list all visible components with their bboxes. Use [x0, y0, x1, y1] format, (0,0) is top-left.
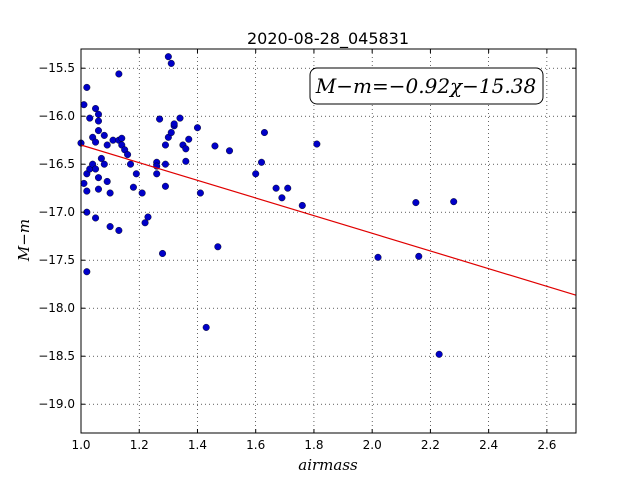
- data-point: [161, 182, 169, 190]
- data-point: [196, 189, 204, 197]
- data-point: [94, 127, 102, 135]
- data-point: [94, 110, 102, 118]
- data-point: [86, 114, 94, 122]
- x-axis-label: airmass: [298, 456, 358, 474]
- data-point: [118, 134, 126, 142]
- data-point: [126, 160, 134, 168]
- data-point: [435, 350, 443, 358]
- annotation-box: [309, 67, 544, 105]
- plot-area: 1.0 1.2 1.4 1.6 1.8 2.0 2.2 2.4 2.6 −15.5 −16.0 −16…: [38, 48, 577, 452]
- x-tick-label: 1.2: [130, 438, 149, 452]
- data-point: [412, 199, 420, 207]
- data-point: [94, 185, 102, 193]
- data-point: [415, 252, 423, 260]
- y-tick-label: −16.0: [38, 109, 75, 123]
- x-tick-label: 1.4: [188, 438, 207, 452]
- y-tick-label: −16.5: [38, 157, 75, 171]
- data-point: [176, 114, 184, 122]
- data-point: [167, 59, 175, 67]
- data-point: [92, 214, 100, 222]
- data-point: [202, 323, 210, 331]
- data-point: [260, 129, 268, 137]
- data-point: [132, 170, 140, 178]
- x-tick-label: 2.4: [479, 438, 498, 452]
- data-point: [193, 124, 201, 132]
- data-point: [103, 177, 111, 185]
- fit-line: [80, 144, 577, 296]
- axes-frame: [80, 48, 577, 434]
- annotation-text: M−m=−0.92χ−15.38: [315, 74, 536, 98]
- data-point: [167, 129, 175, 137]
- y-tick-label: −18.5: [38, 349, 75, 363]
- data-point: [144, 213, 152, 221]
- data-point: [83, 268, 91, 276]
- y-tick-label: −19.0: [38, 397, 75, 411]
- data-point: [182, 145, 190, 153]
- x-tick-label: 1.8: [304, 438, 323, 452]
- data-point: [92, 105, 100, 113]
- data-point: [97, 154, 105, 162]
- x-tick-label: 1.6: [246, 438, 265, 452]
- data-point: [80, 101, 88, 109]
- data-point: [214, 243, 222, 251]
- data-point: [106, 223, 114, 231]
- data-point: [161, 160, 169, 168]
- data-point: [92, 165, 100, 173]
- y-tick-label: −18.0: [38, 301, 75, 315]
- data-point: [182, 157, 190, 165]
- data-point: [115, 226, 123, 234]
- data-point: [141, 219, 149, 227]
- x-tick-label: 2.0: [363, 438, 382, 452]
- data-point: [164, 53, 172, 61]
- data-point: [92, 138, 100, 146]
- data-point: [83, 83, 91, 91]
- data-point: [94, 174, 102, 182]
- data-point: [156, 115, 164, 123]
- data-point: [153, 170, 161, 178]
- data-point: [129, 183, 137, 191]
- data-point: [80, 179, 88, 187]
- data-point: [170, 120, 178, 128]
- data-point: [100, 160, 108, 168]
- data-point: [185, 135, 193, 143]
- y-tick-label: −17.0: [38, 205, 75, 219]
- x-tick-label: 2.6: [537, 438, 556, 452]
- y-axis-label: M−m: [15, 219, 33, 262]
- data-point: [100, 131, 108, 139]
- equation-annotation: M−m=−0.92χ−15.38: [309, 67, 544, 105]
- data-point: [272, 184, 280, 192]
- data-point: [258, 158, 266, 166]
- data-point: [124, 151, 132, 159]
- chart-title: 2020-08-28_045831: [247, 29, 409, 49]
- data-point: [313, 140, 321, 148]
- data-point: [211, 142, 219, 150]
- data-point: [252, 170, 260, 178]
- data-point: [298, 201, 306, 209]
- data-point: [138, 189, 146, 197]
- x-tick-label: 1.0: [71, 438, 90, 452]
- data-point: [374, 253, 382, 261]
- data-point: [106, 189, 114, 197]
- y-tick-label: −17.5: [38, 253, 75, 267]
- y-tick-label: −15.5: [38, 61, 75, 75]
- data-point: [83, 187, 91, 195]
- data-point: [115, 70, 123, 78]
- data-point: [284, 184, 292, 192]
- data-point: [225, 147, 233, 155]
- data-point: [159, 249, 167, 257]
- x-tick-label: 2.2: [421, 438, 440, 452]
- data-point: [94, 117, 102, 125]
- data-point: [278, 194, 286, 202]
- data-point: [109, 136, 117, 144]
- data-point: [450, 198, 458, 206]
- data-point: [161, 141, 169, 149]
- data-point: [103, 141, 111, 149]
